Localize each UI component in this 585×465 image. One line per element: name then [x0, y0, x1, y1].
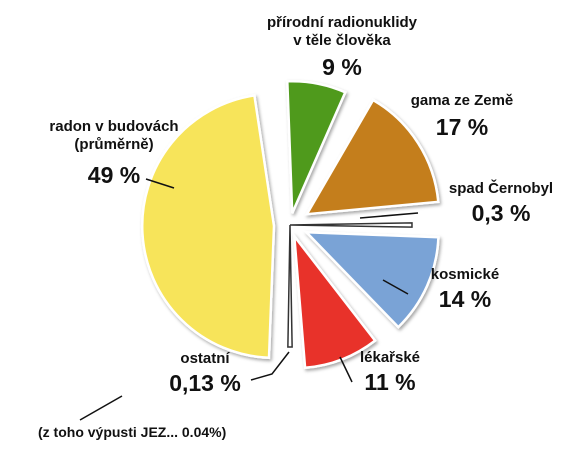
leader-medical: [339, 356, 353, 383]
label-gamma: gama ze Země 17 %: [392, 92, 532, 140]
label-radon-line2: (průměrně): [74, 136, 154, 153]
label-nuclides-pct: 9 %: [322, 54, 362, 80]
label-other-note: (z toho výpusti JEZ... 0.04%): [38, 424, 227, 440]
label-nuclides: přírodní radionuklidy v těle člověka 9 %: [222, 14, 462, 80]
leader-note: [79, 395, 123, 421]
label-radon-pct: 49 %: [87, 162, 141, 188]
label-gamma-line1: gama ze Země: [410, 92, 514, 109]
label-medical-pct: 11 %: [364, 369, 416, 395]
label-other-pct: 0,13 %: [169, 370, 241, 396]
slice-other: [287, 224, 293, 348]
label-cosmic-pct: 14 %: [438, 286, 492, 312]
label-other: ostatní 0,13 %: [150, 350, 260, 396]
slice-medical: [292, 232, 377, 370]
label-nuclides-line2: v těle člověka: [293, 32, 391, 49]
leader-other: [250, 351, 290, 381]
label-chernobyl: spad Černobyl 0,3 %: [436, 180, 566, 226]
label-radon-line1: radon v budovách: [49, 118, 179, 135]
label-chernobyl-pct: 0,3 %: [471, 200, 531, 226]
slice-chernobyl: [289, 222, 413, 228]
label-chernobyl-line1: spad Černobyl: [448, 180, 554, 197]
label-nuclides-line1: přírodní radionuklidy: [266, 14, 417, 31]
label-other-line1: ostatní: [180, 350, 230, 367]
slice-gamma: [304, 98, 440, 216]
leader-chernobyl: [359, 212, 419, 219]
label-cosmic-line1: kosmické: [430, 266, 500, 283]
leader-cosmic: [382, 279, 409, 295]
slice-radon: [140, 93, 276, 360]
label-gamma-pct: 17 %: [435, 114, 489, 140]
label-medical: lékařské 11 %: [340, 349, 440, 395]
label-medical-line1: lékařské: [359, 349, 421, 366]
slice-nuclides: [286, 80, 347, 214]
slice-cosmic: [303, 230, 440, 329]
label-radon: radon v budovách (průměrně) 49 %: [14, 118, 214, 188]
leader-radon: [145, 178, 175, 189]
label-cosmic: kosmické 14 %: [410, 266, 520, 312]
